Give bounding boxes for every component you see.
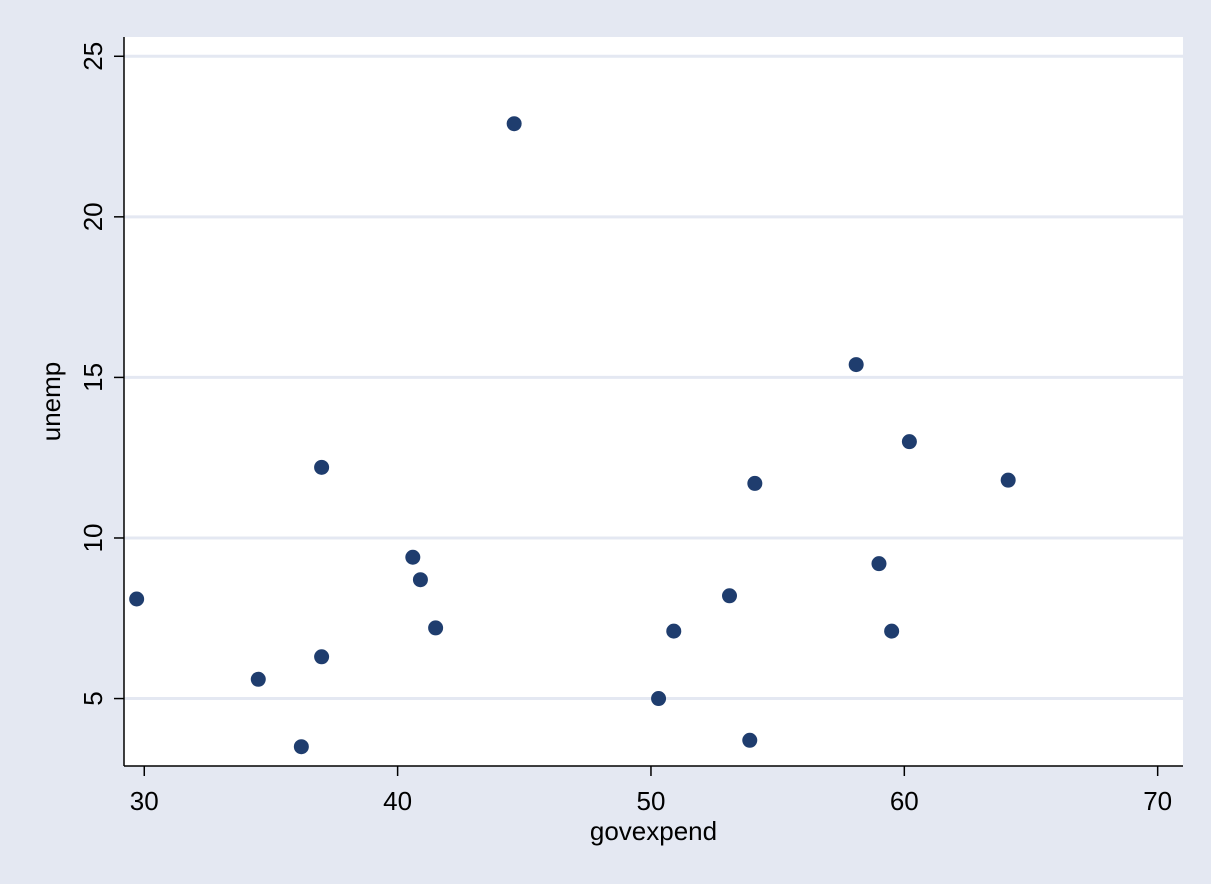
data-point-18 [901, 434, 917, 450]
x-axis-title: govexpend [590, 816, 717, 846]
data-point-10 [651, 691, 667, 707]
data-point-6 [405, 549, 421, 565]
gridlines [124, 54, 1183, 701]
x-tick-label-60: 60 [890, 786, 919, 816]
data-point-13 [742, 732, 758, 748]
x-tick-label-40: 40 [383, 786, 412, 816]
data-point-17 [884, 623, 900, 639]
data-point-2 [250, 671, 266, 687]
data-point-4 [314, 649, 330, 665]
tick-labels: 30 40 50 60 70 5 10 15 20 25 [78, 42, 1172, 816]
y-tick-label-10: 10 [78, 524, 108, 553]
data-point-11 [666, 623, 682, 639]
y-tick-label-5: 5 [78, 691, 108, 705]
data-point-12 [722, 588, 738, 604]
data-points [129, 116, 1016, 755]
data-point-15 [848, 357, 864, 373]
x-tick-label-30: 30 [130, 786, 159, 816]
data-point-9 [506, 116, 522, 132]
y-tick-label-15: 15 [78, 363, 108, 392]
data-point-3 [293, 739, 309, 755]
data-point-1 [129, 591, 145, 607]
data-point-19 [1000, 472, 1016, 488]
x-tick-label-70: 70 [1143, 786, 1172, 816]
data-point-7 [412, 572, 428, 588]
data-point-5 [314, 459, 330, 475]
data-point-14 [747, 475, 763, 491]
plot-area [124, 37, 1183, 766]
y-axis-title: unemp [36, 362, 66, 442]
x-tick-label-50: 50 [637, 786, 666, 816]
y-tick-label-20: 20 [78, 202, 108, 231]
axes [114, 37, 1183, 776]
data-point-8 [428, 620, 444, 636]
y-tick-label-25: 25 [78, 42, 108, 71]
data-point-16 [871, 556, 887, 572]
